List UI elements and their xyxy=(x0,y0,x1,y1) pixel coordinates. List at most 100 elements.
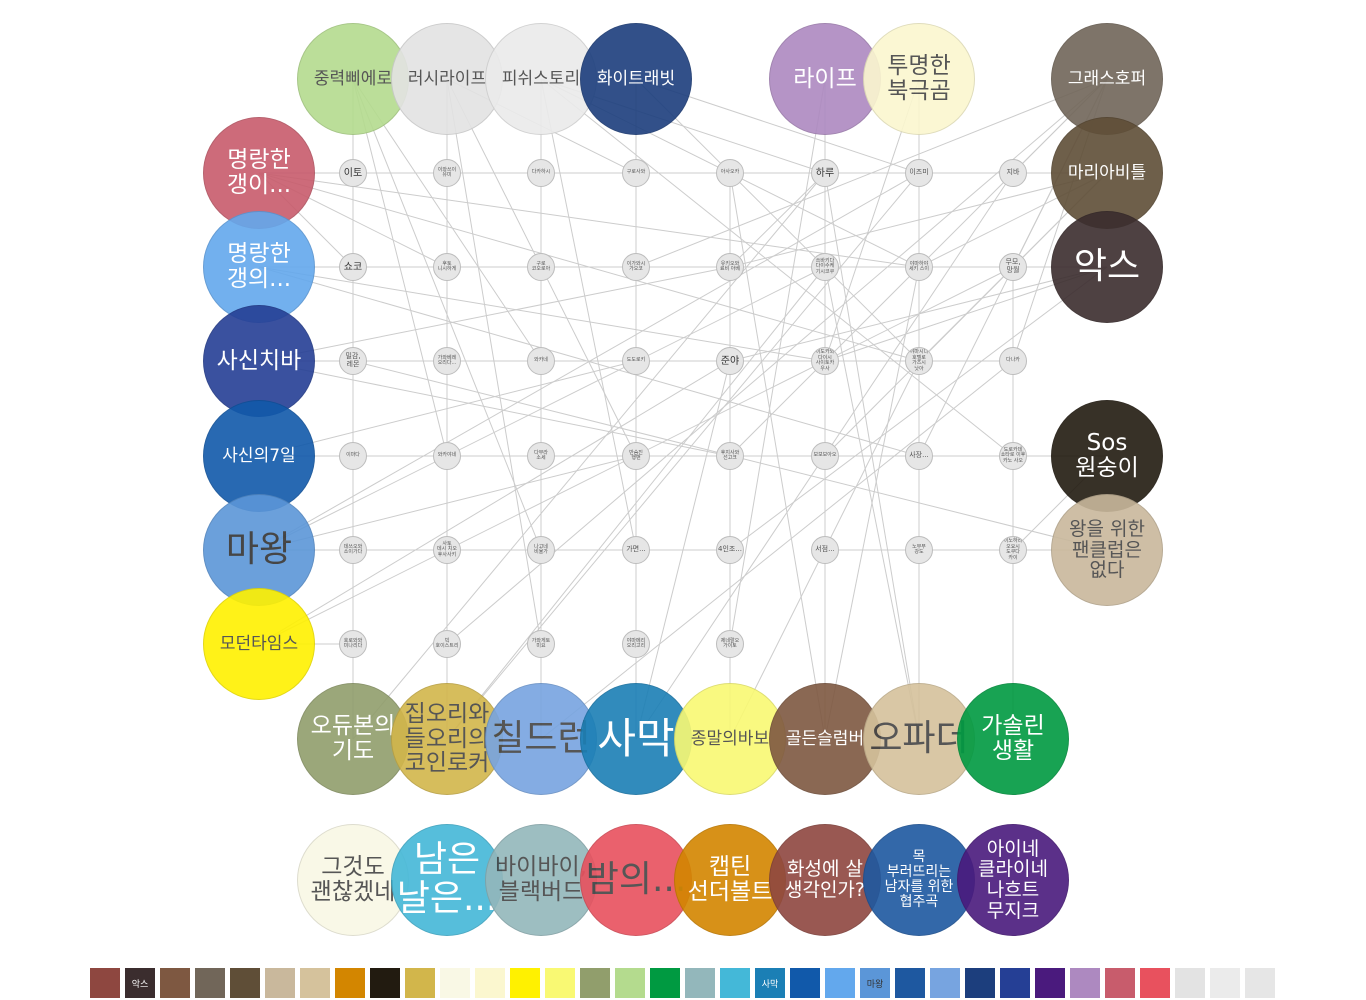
book-node[interactable]: 화이트래빗 xyxy=(580,23,692,135)
character-node[interactable]: 야마시다 호텔로 가즈시 낫아 xyxy=(905,347,933,375)
legend-swatch[interactable]: 악스 xyxy=(125,968,155,998)
book-node[interactable]: 그래스호퍼 xyxy=(1051,23,1163,135)
character-node[interactable]: 후토 니시하게 xyxy=(433,253,461,281)
character-node[interactable]: 이마다 xyxy=(339,442,367,470)
character-node[interactable]: 야마하야 세키 스이 xyxy=(905,253,933,281)
legend-swatch[interactable] xyxy=(1245,968,1275,998)
legend-swatch[interactable]: 마왕 xyxy=(860,968,890,998)
legend-swatch[interactable] xyxy=(510,968,540,998)
book-node[interactable]: 집오리와 들오리의 코인로커 xyxy=(391,683,503,795)
character-node[interactable]: 야마메리 오리고리 xyxy=(622,630,650,658)
book-node[interactable]: 칠드런 xyxy=(485,683,597,795)
legend-swatch[interactable] xyxy=(230,968,260,998)
legend-swatch[interactable] xyxy=(1140,968,1170,998)
legend-swatch[interactable] xyxy=(440,968,470,998)
legend-swatch[interactable] xyxy=(1210,968,1240,998)
book-node[interactable]: Sos 원숭이 xyxy=(1051,400,1163,512)
character-node[interactable]: 사토 데시 치오 후사사키 xyxy=(433,536,461,564)
legend-swatch[interactable] xyxy=(685,968,715,998)
book-node[interactable]: 투명한 북극곰 xyxy=(863,23,975,135)
character-node[interactable]: 이도카와 다이시 사이토카 우사 xyxy=(811,347,839,375)
character-node[interactable]: 밀감, 레몬 xyxy=(339,347,367,375)
legend-swatch[interactable] xyxy=(335,968,365,998)
character-node[interactable]: 반숨진 행맨 xyxy=(622,442,650,470)
legend-swatch[interactable] xyxy=(300,968,330,998)
book-node[interactable]: 러시라이프 xyxy=(391,23,503,135)
legend-swatch[interactable] xyxy=(615,968,645,998)
legend-swatch[interactable] xyxy=(1175,968,1205,998)
character-node[interactable]: 이즈미 xyxy=(905,159,933,187)
book-node[interactable]: 가솔린 생활 xyxy=(957,683,1069,795)
legend-swatch[interactable] xyxy=(895,968,925,998)
legend-swatch[interactable] xyxy=(1105,968,1135,998)
legend-swatch[interactable] xyxy=(825,968,855,998)
character-node[interactable]: 아사오카 xyxy=(716,159,744,187)
book-node[interactable]: 피쉬스토리 xyxy=(485,23,597,135)
character-node[interactable]: 가와베레 오리다... xyxy=(433,347,461,375)
character-node[interactable]: 다무라 소세 xyxy=(527,442,555,470)
book-node[interactable]: 목 부러뜨리는 남자를 위한 협주곡 xyxy=(863,824,975,936)
character-node[interactable]: 가와게토 미요 xyxy=(527,630,555,658)
book-node[interactable]: 사신치바 xyxy=(203,305,315,417)
legend-swatch[interactable] xyxy=(405,968,435,998)
character-node[interactable]: 노부부 강도 xyxy=(905,536,933,564)
character-node[interactable]: 와카네 xyxy=(527,347,555,375)
book-node[interactable]: 종말의바보 xyxy=(674,683,786,795)
character-node[interactable]: 이가와시 가오코 xyxy=(622,253,650,281)
character-node[interactable]: 사장... xyxy=(905,442,933,470)
book-node[interactable]: 오파더 xyxy=(863,683,975,795)
character-node[interactable]: 호로와와 미나리다 xyxy=(339,630,367,658)
character-node[interactable]: 유키오와 료비 아베 xyxy=(716,253,744,281)
character-node[interactable]: 쓰바키다 다이수케 기시코쿠 xyxy=(811,253,839,281)
legend-swatch[interactable]: 사막 xyxy=(755,968,785,998)
book-node[interactable]: 명랑한 갱의... xyxy=(203,211,315,323)
legend-swatch[interactable] xyxy=(580,968,610,998)
legend-swatch[interactable] xyxy=(160,968,190,998)
book-node[interactable]: 명랑한 갱이... xyxy=(203,117,315,229)
book-node[interactable]: 라이프 xyxy=(769,23,881,135)
character-node[interactable]: 서점... xyxy=(811,536,839,564)
character-node[interactable]: 빅 호이스트리 xyxy=(433,630,461,658)
legend-swatch[interactable] xyxy=(930,968,960,998)
book-node[interactable]: 바이바이, 블랙버드 xyxy=(485,824,597,936)
legend-swatch[interactable] xyxy=(195,968,225,998)
legend-swatch[interactable] xyxy=(545,968,575,998)
legend-swatch[interactable] xyxy=(475,968,505,998)
character-node[interactable]: 지바 xyxy=(999,159,1027,187)
character-node[interactable]: 4인조... xyxy=(716,536,744,564)
book-node[interactable]: 그것도 괜찮겠네 xyxy=(297,824,409,936)
character-node[interactable]: 후지사와 선고크 xyxy=(716,442,744,470)
character-node[interactable]: 와카야네 xyxy=(433,442,461,470)
book-node[interactable]: 캡틴 선더볼트 xyxy=(674,824,786,936)
character-node[interactable]: 쇼코 xyxy=(339,253,367,281)
character-node[interactable]: 도로카데 쇼타로 이후 카노 사오 xyxy=(999,442,1027,470)
legend-swatch[interactable] xyxy=(720,968,750,998)
character-node[interactable]: 보보보아오 xyxy=(811,442,839,470)
character-node[interactable]: 도도로키 xyxy=(622,347,650,375)
book-node[interactable]: 악스 xyxy=(1051,211,1163,323)
character-node[interactable]: 구로사와 xyxy=(622,159,650,187)
character-node[interactable]: 다카하시 xyxy=(527,159,555,187)
book-node[interactable]: 아이네 클라이네 나흐트 무지크 xyxy=(957,824,1069,936)
character-node[interactable]: 데쓰오와 소이가다 xyxy=(339,536,367,564)
book-node[interactable]: 화성에 살 생각인가? xyxy=(769,824,881,936)
character-node[interactable]: 무모, 망월 xyxy=(999,253,1027,281)
character-node[interactable]: 구로 코오로아 xyxy=(527,253,555,281)
legend-swatch[interactable] xyxy=(1035,968,1065,998)
legend-swatch[interactable] xyxy=(370,968,400,998)
character-node[interactable]: 나고네 비율가 xyxy=(527,536,555,564)
book-node[interactable]: 왕을 위한 팬클럽은 없다 xyxy=(1051,494,1163,606)
character-node[interactable]: 이토 xyxy=(339,159,367,187)
character-node[interactable]: 제네랄오 가이토 xyxy=(716,630,744,658)
character-node[interactable]: 가면... xyxy=(622,536,650,564)
character-node[interactable]: 하루 xyxy=(811,159,839,187)
character-node[interactable]: 이와쓰이 유미 xyxy=(433,159,461,187)
book-node[interactable]: 사신의7일 xyxy=(203,400,315,512)
book-node[interactable]: 밤의... xyxy=(580,824,692,936)
legend-swatch[interactable] xyxy=(1070,968,1100,998)
legend-swatch[interactable] xyxy=(90,968,120,998)
legend-swatch[interactable] xyxy=(650,968,680,998)
character-node[interactable]: 이노하라 오요시 도쿠다 카이 xyxy=(999,536,1027,564)
character-node[interactable]: 다나카 xyxy=(999,347,1027,375)
book-node[interactable]: 마왕 xyxy=(203,494,315,606)
